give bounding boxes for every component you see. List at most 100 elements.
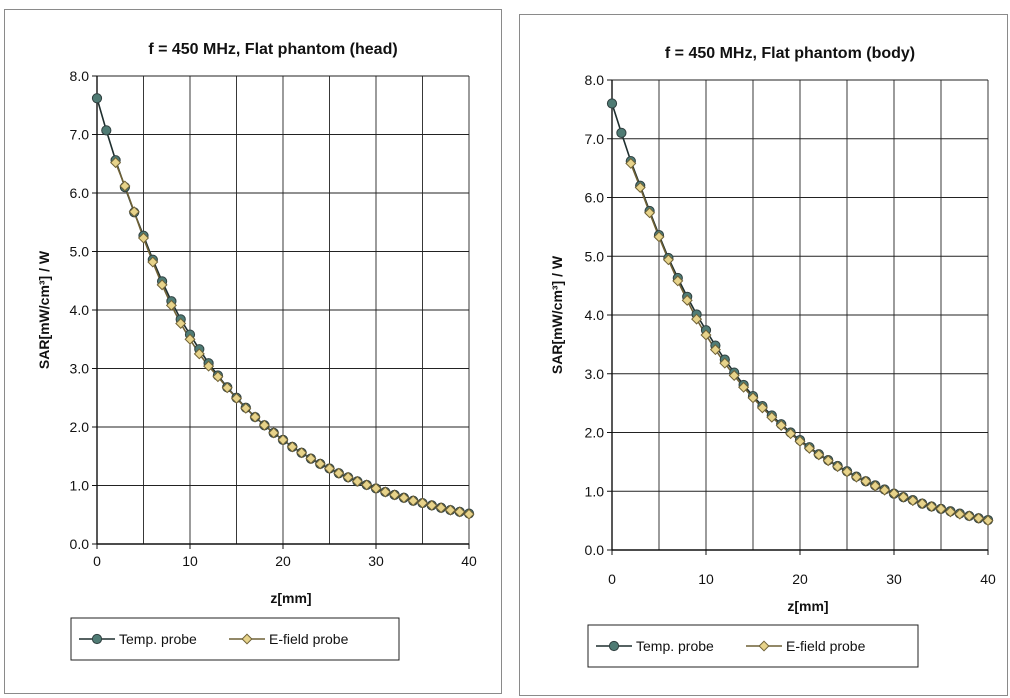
e-field-probe-point <box>314 458 326 470</box>
e-field-probe-point <box>935 503 947 515</box>
e-field-probe-point <box>277 434 289 446</box>
e-field-probe-point <box>305 453 317 465</box>
e-field-probe-point <box>407 495 419 507</box>
e-field-probe-point <box>728 370 740 382</box>
e-field-probe-point <box>897 491 909 503</box>
e-field-probe-point <box>944 506 956 518</box>
e-field-probe-point <box>841 466 853 478</box>
y-tick-label: 3.0 <box>585 366 605 382</box>
e-field-probe-point <box>184 333 196 345</box>
y-tick-label: 6.0 <box>585 190 605 206</box>
x-tick-label: 30 <box>368 553 384 569</box>
e-field-probe-point <box>323 463 336 475</box>
e-field-probe-point <box>785 428 797 440</box>
legend-marker-temp-probe <box>608 640 620 652</box>
e-field-probe-point <box>333 467 345 479</box>
e-field-probe-point <box>691 313 703 325</box>
series-line-e-field-probe <box>630 163 989 522</box>
e-field-probe-point <box>634 182 646 194</box>
legend-label-e-field-probe: E-field probe <box>269 631 349 647</box>
y-tick-label: 8.0 <box>585 72 605 88</box>
chart-panel-body: f = 450 MHz, Flat phantom (body) 0.0 1.0 2.… <box>519 14 1008 696</box>
e-field-probe-point <box>794 435 806 447</box>
e-field-probe-point <box>463 508 475 520</box>
e-field-probe-point <box>175 317 187 329</box>
e-field-probe-point <box>813 449 825 461</box>
e-field-probe-point <box>907 495 919 507</box>
e-field-probe-point <box>416 497 429 509</box>
temp-probe-point <box>606 98 618 109</box>
e-field-probe-point <box>926 501 938 513</box>
e-field-probe-point <box>268 427 280 439</box>
y-tick-label: 1.0 <box>585 483 605 499</box>
x-axis-label: z[mm] <box>270 590 311 606</box>
e-field-probe-point <box>165 299 177 311</box>
e-field-probe-point <box>662 254 674 266</box>
legend-label-e-field-probe: E-field probe <box>786 638 866 654</box>
e-field-probe-point <box>963 510 975 522</box>
y-tick-label: 4.0 <box>70 302 90 318</box>
e-field-probe-point <box>110 157 122 169</box>
y-tick-label: 7.0 <box>70 127 90 143</box>
e-field-probe-point <box>342 471 354 483</box>
e-field-probe-point <box>775 419 787 431</box>
y-axis-label: SAR[mW/cm³] / W <box>549 255 565 374</box>
e-field-probe-point <box>644 207 656 219</box>
e-field-probe-point <box>869 480 881 492</box>
e-field-probe-point <box>398 492 410 504</box>
e-field-probe-point <box>361 479 373 491</box>
e-field-probe-point <box>653 231 665 243</box>
e-field-probe-point <box>982 515 994 527</box>
e-field-probe-point <box>832 461 844 473</box>
e-field-probe-point <box>850 471 862 483</box>
x-tick-label: 40 <box>980 571 996 587</box>
e-field-probe-point <box>230 392 243 404</box>
e-field-probe-point <box>147 256 159 268</box>
x-axis-label: z[mm] <box>787 598 828 614</box>
e-field-probe-point <box>444 504 456 516</box>
y-tick-label: 0.0 <box>585 542 605 558</box>
y-tick-label: 2.0 <box>585 425 605 441</box>
e-field-probe-point <box>286 441 298 453</box>
legend-marker-e-field-probe <box>758 640 770 652</box>
e-field-probe-point <box>672 275 684 287</box>
legend-marker-e-field-probe <box>241 633 253 645</box>
e-field-probe-point <box>738 381 750 393</box>
e-field-probe-point <box>822 455 834 467</box>
e-field-probe-point <box>709 344 721 356</box>
temp-probe-point <box>616 127 627 138</box>
y-tick-label: 1.0 <box>70 478 90 494</box>
chart-head: f = 450 MHz, Flat phantom (head) 0.0 1.0 2.… <box>36 41 477 661</box>
y-tick-label: 4.0 <box>585 307 605 323</box>
e-field-probe-point <box>973 512 985 524</box>
x-tick-label: 0 <box>93 553 101 569</box>
y-tick-label: 5.0 <box>70 244 90 260</box>
y-tick-label: 5.0 <box>585 248 605 264</box>
e-field-probe-point <box>212 371 224 383</box>
e-field-probe-point <box>351 475 363 487</box>
e-field-probe-point <box>756 402 768 414</box>
x-tick-label: 0 <box>608 571 616 587</box>
e-field-probe-point <box>249 411 261 423</box>
y-tick-label: 6.0 <box>70 185 90 201</box>
x-tick-label: 10 <box>182 553 198 569</box>
legend-label-temp-probe: Temp. probe <box>119 631 197 647</box>
legend-marker-temp-probe <box>91 633 103 645</box>
e-field-probe-point <box>203 360 215 372</box>
e-field-probe-point <box>426 499 438 511</box>
y-tick-label: 7.0 <box>585 131 605 147</box>
temp-probe-point <box>91 93 103 104</box>
e-field-probe-point <box>954 508 966 520</box>
e-field-probe-point <box>766 411 778 423</box>
e-field-probe-point <box>916 498 928 510</box>
temp-probe-point <box>101 125 112 136</box>
chart-title: f = 450 MHz, Flat phantom (body) <box>665 45 915 62</box>
e-field-probe-point <box>370 482 382 494</box>
y-tick-label: 2.0 <box>70 419 90 435</box>
x-tick-label: 30 <box>886 571 902 587</box>
e-field-probe-point <box>128 206 140 218</box>
e-field-probe-point <box>700 329 712 341</box>
e-field-probe-point <box>296 447 308 459</box>
e-field-probe-point <box>119 180 131 192</box>
e-field-probe-point <box>193 348 205 360</box>
